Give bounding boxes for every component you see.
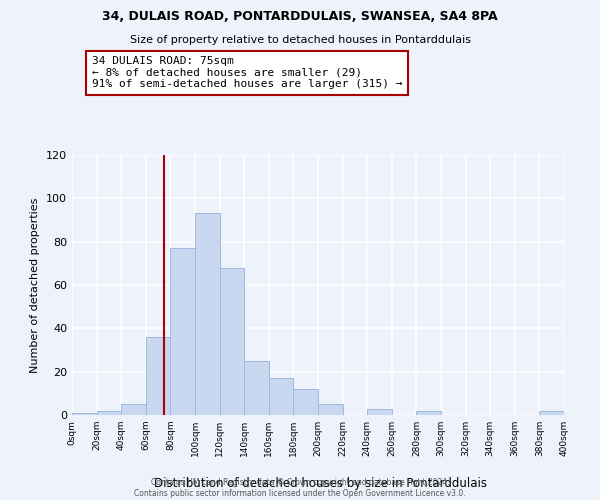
Text: Size of property relative to detached houses in Pontarddulais: Size of property relative to detached ho… — [130, 35, 470, 45]
Text: Distribution of detached houses by size in Pontarddulais: Distribution of detached houses by size … — [155, 477, 487, 490]
Text: 34 DULAIS ROAD: 75sqm
← 8% of detached houses are smaller (29)
91% of semi-detac: 34 DULAIS ROAD: 75sqm ← 8% of detached h… — [92, 56, 402, 90]
Bar — [416, 410, 441, 415]
Bar — [72, 413, 97, 415]
Y-axis label: Number of detached properties: Number of detached properties — [31, 198, 40, 372]
Bar — [318, 404, 343, 415]
Bar — [170, 248, 195, 415]
Bar — [293, 389, 318, 415]
Bar — [269, 378, 293, 415]
Bar — [539, 410, 564, 415]
Text: 34, DULAIS ROAD, PONTARDDULAIS, SWANSEA, SA4 8PA: 34, DULAIS ROAD, PONTARDDULAIS, SWANSEA,… — [102, 10, 498, 23]
Bar — [195, 214, 220, 415]
Text: Contains HM Land Registry data © Crown copyright and database right 2024.
Contai: Contains HM Land Registry data © Crown c… — [134, 478, 466, 498]
Bar — [121, 404, 146, 415]
Bar — [146, 337, 170, 415]
Bar — [97, 410, 121, 415]
Bar — [367, 408, 392, 415]
Bar — [244, 361, 269, 415]
Bar — [220, 268, 244, 415]
